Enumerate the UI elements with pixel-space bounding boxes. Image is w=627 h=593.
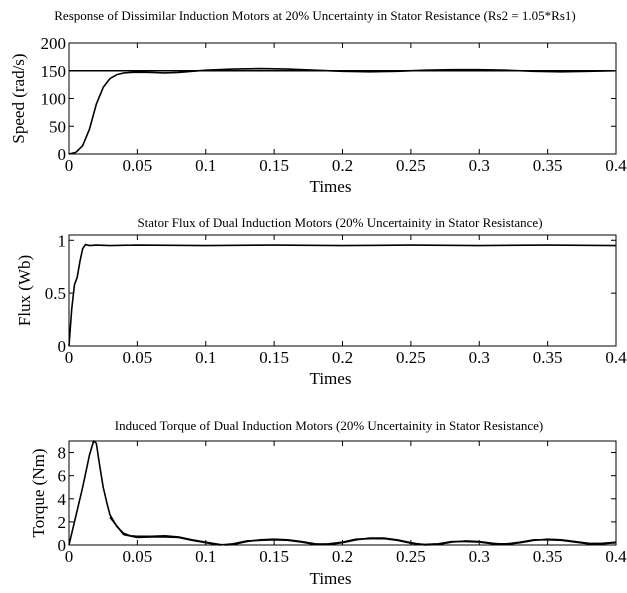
y-axis-label: Speed (rad/s) xyxy=(9,53,28,143)
x-axis-label: Times xyxy=(310,369,352,388)
chart-title: Response of Dissimilar Induction Motors … xyxy=(54,8,576,23)
y-tick-label: 150 xyxy=(41,62,67,81)
x-axis-label: Times xyxy=(310,177,352,196)
x-axis-label: Times xyxy=(310,569,352,588)
x-tick-label: 0.1 xyxy=(195,156,216,175)
x-tick-label: 0.15 xyxy=(259,156,289,175)
x-tick-label: 0.05 xyxy=(123,348,153,367)
x-tick-label: 0.25 xyxy=(396,547,426,566)
x-tick-label: 0.05 xyxy=(123,156,153,175)
x-tick-label: 0.3 xyxy=(469,348,490,367)
series-line-1 xyxy=(68,67,617,155)
plot-frame xyxy=(68,440,617,546)
y-tick-label: 100 xyxy=(41,90,67,109)
y-axis-label: Torque (Nm) xyxy=(29,449,48,538)
plot-frame xyxy=(68,42,617,155)
x-tick-label: 0.2 xyxy=(332,547,353,566)
x-tick-label: 0.15 xyxy=(259,547,289,566)
y-tick-label: 4 xyxy=(58,490,67,509)
x-tick-label: 0.4 xyxy=(605,348,627,367)
x-tick-label: 0.25 xyxy=(396,348,426,367)
chart-title: Induced Torque of Dual Induction Motors … xyxy=(115,418,543,433)
y-tick-label: 6 xyxy=(58,467,67,486)
x-tick-label: 0.4 xyxy=(605,547,627,566)
y-tick-label: 0 xyxy=(58,536,67,555)
y-tick-label: 0.5 xyxy=(45,284,66,303)
y-tick-label: 1 xyxy=(58,231,67,250)
series-line-1 xyxy=(68,440,617,546)
x-tick-label: 0.05 xyxy=(123,547,153,566)
chart-title: Stator Flux of Dual Induction Motors (20… xyxy=(137,215,542,230)
y-tick-label: 0 xyxy=(58,337,67,356)
x-tick-label: 0.2 xyxy=(332,156,353,175)
x-tick-label: 0.35 xyxy=(533,348,563,367)
x-tick-label: 0.4 xyxy=(605,156,627,175)
x-tick-label: 0 xyxy=(65,547,74,566)
y-tick-label: 8 xyxy=(58,444,67,463)
x-tick-label: 0.15 xyxy=(259,348,289,367)
x-tick-label: 0.1 xyxy=(195,348,216,367)
x-tick-label: 0.35 xyxy=(533,547,563,566)
x-tick-label: 0.3 xyxy=(469,156,490,175)
x-tick-label: 0.35 xyxy=(533,156,563,175)
plot-frame xyxy=(68,234,617,347)
y-tick-label: 50 xyxy=(49,117,66,136)
series-line-2 xyxy=(109,516,617,546)
chart-panel-2: Stator Flux of Dual Induction Motors (20… xyxy=(15,215,627,388)
x-tick-label: 0.3 xyxy=(469,547,490,566)
x-tick-label: 0 xyxy=(65,156,74,175)
y-tick-label: 0 xyxy=(58,145,67,164)
y-tick-label: 2 xyxy=(58,513,67,532)
series-line-1 xyxy=(68,243,617,347)
x-tick-label: 0.2 xyxy=(332,348,353,367)
y-tick-label: 200 xyxy=(41,34,67,53)
x-tick-label: 0 xyxy=(65,348,74,367)
chart-panel-1: Response of Dissimilar Induction Motors … xyxy=(9,8,627,196)
x-tick-label: 0.25 xyxy=(396,156,426,175)
x-tick-label: 0.1 xyxy=(195,547,216,566)
y-axis-label: Flux (Wb) xyxy=(15,255,34,326)
chart-panel-3: Induced Torque of Dual Induction Motors … xyxy=(29,418,627,588)
